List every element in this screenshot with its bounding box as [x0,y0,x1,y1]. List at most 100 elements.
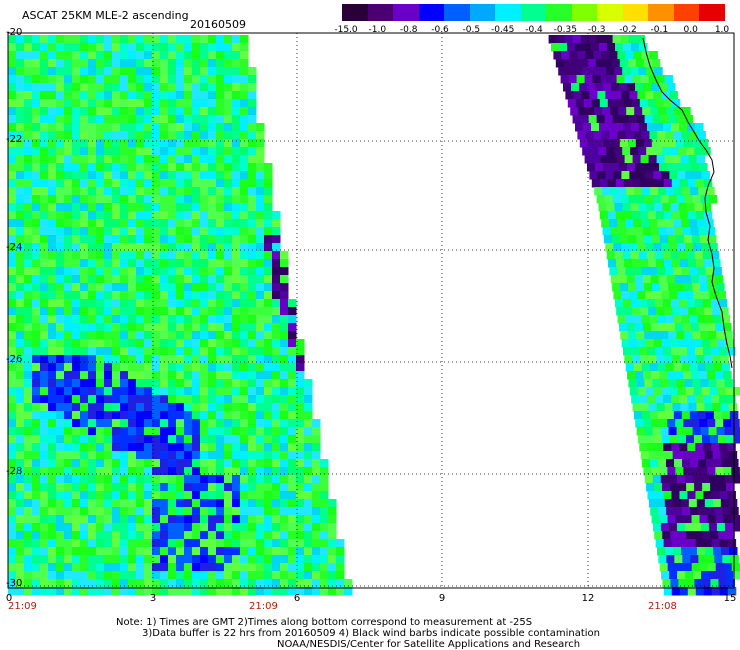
swath-cell [8,531,17,540]
swath-cell [72,139,81,148]
swath-cell [714,323,724,332]
swath-cell [681,219,690,228]
swath-cell [720,355,729,364]
swath-cell [8,379,17,388]
swath-cell [256,323,265,332]
swath-cell [80,387,89,396]
swath-cell [48,563,57,572]
swath-cell [48,467,57,476]
swath-cell [232,427,241,436]
swath-cell [64,531,73,540]
swath-cell [160,211,169,220]
swath-cell [600,155,610,164]
swath-cell [112,531,121,540]
swath-cell [674,459,683,468]
swath-cell [152,59,161,68]
swath-cell [56,323,65,332]
swath-cell [32,131,41,140]
swath-cell [272,379,281,388]
swath-cell [24,243,33,252]
swath-cell [728,499,738,508]
swath-cell [336,579,345,588]
swath-cell [603,163,612,172]
swath-cell [216,267,225,276]
swath-cell [88,75,97,84]
swath-cell [8,131,17,140]
swath-cell [328,507,337,516]
swath-cell [724,427,734,436]
swath-cell [694,579,703,588]
swath-cell [627,163,636,172]
swath-cell [686,299,696,308]
swath-cell [304,555,313,564]
swath-cell [677,291,686,300]
swath-cell [152,475,161,484]
swath-cell [587,83,596,92]
swath-cell [192,187,201,196]
swath-cell [623,179,633,188]
swath-cell [328,555,337,564]
swath-cell [200,475,209,484]
swath-cell [701,387,711,396]
swath-cell [192,315,201,324]
swath-cell [112,355,121,364]
swath-cell [72,403,81,412]
swath-cell [624,307,633,316]
swath-cell [80,547,89,556]
swath-cell [685,243,694,252]
swath-cell [88,459,97,468]
swath-cell [144,147,153,156]
swath-cell [232,171,241,180]
swath-cell [595,83,604,92]
swath-cell [160,59,169,68]
swath-cell [56,403,65,412]
swath-cell [168,579,177,588]
swath-cell [64,395,73,404]
swath-cell [272,363,281,372]
swath-cell [192,435,201,444]
swath-cell [232,419,241,428]
swath-cell [136,187,145,196]
swath-cell [240,315,249,324]
swath-cell [200,179,209,188]
swath-cell [32,491,41,500]
swath-cell [24,363,33,372]
swath-cell [80,587,89,596]
swath-cell [640,259,649,268]
swath-cell [120,67,129,76]
swath-cell [656,75,666,84]
swath-cell [104,195,113,204]
swath-cell [328,587,337,596]
swath-cell [631,123,640,132]
swath-cell [685,387,695,396]
swath-cell [630,299,640,308]
swath-cell [200,131,209,140]
swath-cell [184,211,193,220]
swath-cell [176,371,185,380]
swath-cell [8,331,17,340]
swath-cell [168,203,177,212]
swath-cell [200,427,209,436]
swath-cell [633,363,643,372]
swath-cell [208,115,217,124]
swath-cell [80,227,89,236]
swath-cell [643,371,652,380]
swath-cell [272,547,281,556]
swath-cell [24,355,33,364]
swath-cell [120,267,129,276]
swath-cell [714,459,723,468]
swath-cell [48,99,57,108]
swath-cell [88,43,97,52]
swath-cell [684,115,694,124]
swath-cell [112,403,121,412]
swath-cell [643,139,653,148]
swath-cell [629,291,638,300]
swath-cell [673,411,683,420]
swath-cell [224,379,233,388]
swath-cell [8,411,17,420]
swath-cell [48,491,57,500]
swath-cell [120,331,129,340]
swath-cell [711,587,721,596]
swath-cell [728,403,738,412]
swath-cell [288,331,297,340]
